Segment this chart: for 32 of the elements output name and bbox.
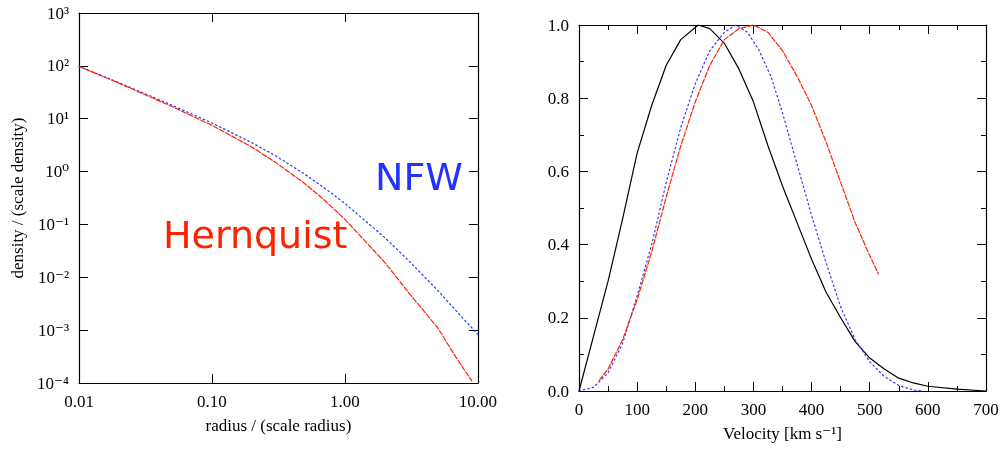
x-tick-label: 0 <box>574 400 584 419</box>
y-tick-label: 0.0 <box>547 381 569 401</box>
x-axis-title: Velocity [km s⁻¹] <box>723 424 842 443</box>
series-label: NFW <box>375 155 463 199</box>
y-tick-label: 10⁻¹ <box>37 214 69 234</box>
y-tick-label: 10² <box>46 56 69 76</box>
x-tick-label: 500 <box>856 400 883 419</box>
x-tick-label: 0.10 <box>197 392 227 411</box>
x-tick-label: 700 <box>973 400 999 419</box>
x-tick-label: 10.00 <box>458 392 497 411</box>
x-axis-title: radius / (scale radius) <box>205 416 352 435</box>
y-tick-label: 0.6 <box>547 161 569 181</box>
y-tick-label: 10¹ <box>46 109 69 129</box>
y-tick-label: 10⁻⁴ <box>37 373 70 393</box>
x-tick-label: 600 <box>915 400 941 419</box>
x-tick-label: 1.00 <box>330 392 360 411</box>
x-tick-label: 100 <box>624 400 650 419</box>
y-tick-label: 0.4 <box>547 235 570 255</box>
y-tick-label: 10⁰ <box>45 162 70 182</box>
x-tick-label: 300 <box>740 400 767 419</box>
y-axis-title: density / (scale density) <box>8 117 28 279</box>
y-tick-label: 0.2 <box>547 308 569 328</box>
x-tick-label: 0.01 <box>64 392 94 411</box>
x-tick-label: 200 <box>682 400 709 419</box>
line-series <box>598 24 880 381</box>
series-label: Hernquist <box>163 213 348 257</box>
y-tick-label: 10⁻² <box>37 267 69 287</box>
y-tick-label: 0.8 <box>547 88 569 108</box>
y-tick-label: 10⁻³ <box>37 320 69 340</box>
y-tick-label: 10³ <box>46 3 69 23</box>
y-tick-label: 1.0 <box>547 15 569 35</box>
x-tick-label: 400 <box>798 400 825 419</box>
